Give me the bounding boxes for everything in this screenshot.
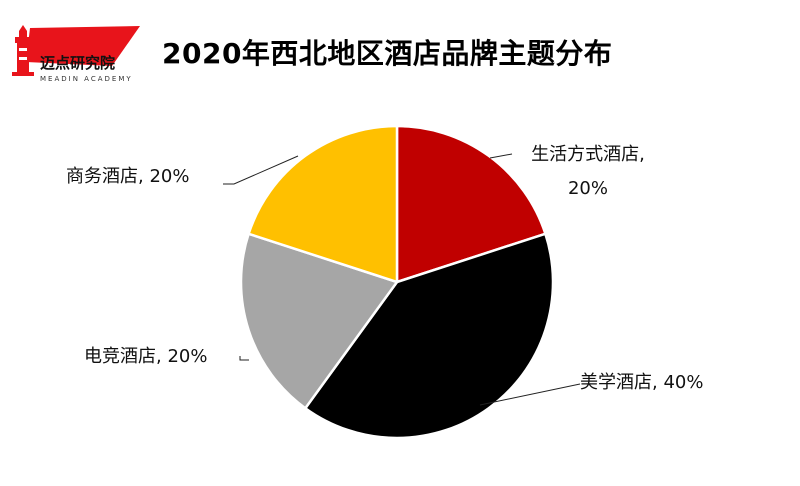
data-label: 商务酒店, 20% — [66, 166, 189, 187]
pie-slices — [239, 124, 555, 440]
pie-slice — [304, 232, 555, 440]
chart-title: 2020年西北地区酒店品牌主题分布 — [162, 37, 613, 70]
data-label-percent: 20% — [568, 178, 608, 199]
leader-line — [239, 356, 249, 361]
leader-lines — [223, 153, 581, 406]
pie-slice — [395, 124, 547, 284]
logo-brand-text: 迈点研究院 — [40, 54, 115, 72]
data-label: 生活方式酒店, 20% — [531, 144, 645, 199]
logo-red-banner — [26, 26, 140, 66]
data-label-name: 生活方式酒店, — [531, 144, 645, 165]
leader-line — [479, 383, 581, 406]
pie-slice — [247, 124, 399, 284]
brand-logo: 迈点研究院 MEADIN ACADEMY — [12, 25, 140, 83]
leader-line — [223, 155, 299, 185]
leader-line — [489, 153, 513, 159]
pie-slice — [239, 232, 399, 410]
logo-sub-text: MEADIN ACADEMY — [40, 75, 133, 83]
data-label: 美学酒店, 40% — [580, 372, 703, 393]
data-label: 电竞酒店, 20% — [84, 346, 207, 367]
data-labels: 生活方式酒店, 20% 美学酒店, 40% 电竞酒店, 20% 商务酒店, 20% — [66, 144, 703, 393]
lighthouse-icon — [12, 25, 34, 76]
